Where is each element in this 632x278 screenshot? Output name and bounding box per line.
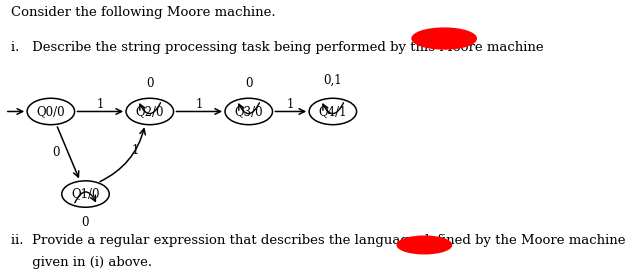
Text: Q2/0: Q2/0	[135, 105, 164, 118]
Text: Q0/0: Q0/0	[37, 105, 65, 118]
Text: 1: 1	[195, 98, 203, 111]
Text: 0: 0	[82, 216, 89, 229]
Ellipse shape	[412, 28, 477, 49]
Text: given in (i) above.: given in (i) above.	[11, 256, 152, 269]
Text: i.   Describe the string processing task being performed by this Moore machine: i. Describe the string processing task b…	[11, 41, 544, 54]
Circle shape	[27, 98, 75, 125]
Text: Q3/0: Q3/0	[234, 105, 263, 118]
Circle shape	[62, 181, 109, 207]
Text: 1: 1	[97, 98, 104, 111]
Text: 0: 0	[245, 77, 253, 90]
Text: 0: 0	[146, 77, 154, 90]
Ellipse shape	[397, 236, 452, 254]
Text: ii.  Provide a regular expression that describes the language defined by the Moo: ii. Provide a regular expression that de…	[11, 234, 626, 247]
Circle shape	[309, 98, 356, 125]
Text: Consider the following Moore machine.: Consider the following Moore machine.	[11, 6, 276, 19]
Text: 0,1: 0,1	[324, 74, 342, 87]
Text: 1: 1	[131, 143, 138, 157]
Text: Q4/1: Q4/1	[319, 105, 347, 118]
Text: 1: 1	[287, 98, 295, 111]
Text: Q1/0: Q1/0	[71, 188, 100, 200]
Circle shape	[225, 98, 272, 125]
Text: 0: 0	[52, 146, 59, 159]
Circle shape	[126, 98, 174, 125]
